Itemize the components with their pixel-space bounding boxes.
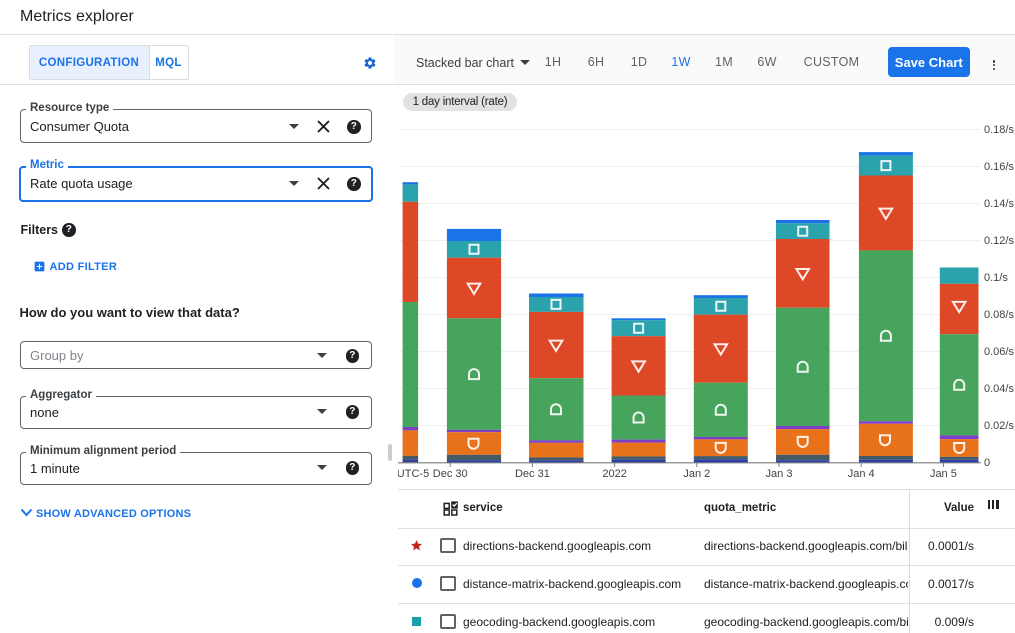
svg-text:Jan 5: Jan 5: [930, 468, 957, 480]
svg-text:0: 0: [984, 457, 990, 469]
svg-text:2022: 2022: [602, 468, 626, 480]
svg-text:Jan 3: Jan 3: [766, 468, 793, 480]
svg-text:0.04/s: 0.04/s: [984, 383, 1014, 395]
svg-text:0.1/s: 0.1/s: [984, 272, 1008, 284]
svg-text:0.16/s: 0.16/s: [984, 161, 1014, 173]
svg-text:Jan 2: Jan 2: [683, 468, 710, 480]
svg-text:UTC-5: UTC-5: [398, 468, 429, 480]
svg-text:0.18/s: 0.18/s: [984, 124, 1014, 136]
svg-text:0.12/s: 0.12/s: [984, 235, 1014, 247]
svg-text:Jan 4: Jan 4: [848, 468, 875, 480]
svg-text:0.06/s: 0.06/s: [984, 346, 1014, 358]
svg-text:0.08/s: 0.08/s: [984, 309, 1014, 321]
svg-text:Dec 31: Dec 31: [515, 468, 550, 480]
svg-text:0.02/s: 0.02/s: [984, 420, 1014, 432]
svg-text:Dec 30: Dec 30: [433, 468, 468, 480]
svg-text:0.14/s: 0.14/s: [984, 198, 1014, 210]
